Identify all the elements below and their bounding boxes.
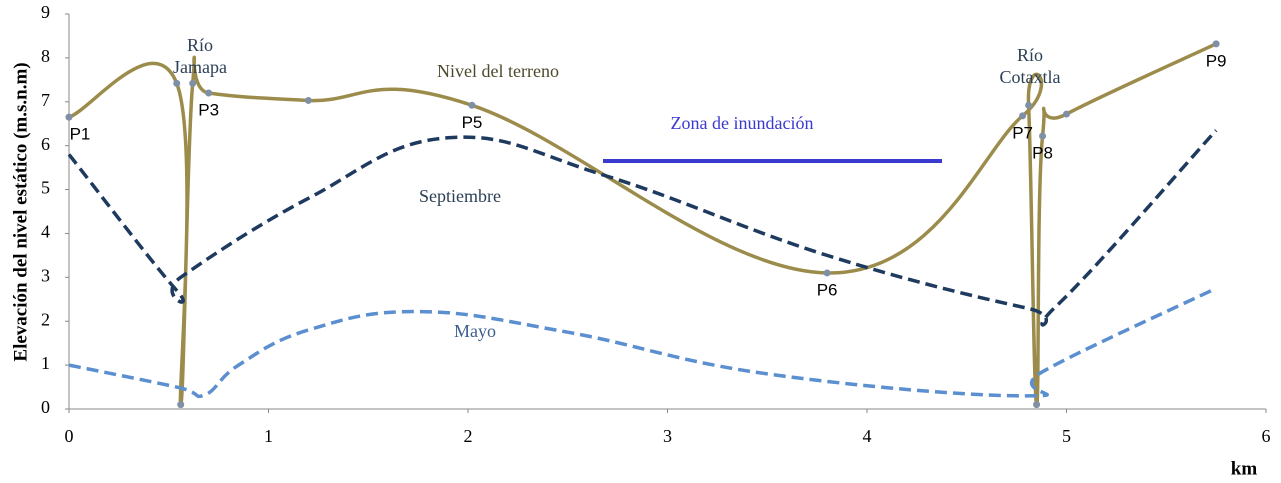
x-tick-label: 1 [264,426,273,446]
point-label: P6 [817,280,838,299]
point-label: P7 [1012,123,1033,142]
y-axis-label: Elevación del nivel estático (m.s.n.m) [10,62,31,361]
y-tick-label: 4 [41,222,50,242]
data-point [1033,401,1041,409]
data-point [304,96,312,104]
series-label: Septiembre [419,186,501,206]
series-line [67,129,1218,327]
x-tick-label: 0 [65,426,74,446]
y-tick-label: 5 [41,178,50,198]
series-label: Nivel del terreno [437,61,559,81]
data-point [1019,112,1027,120]
y-tick-label: 3 [41,265,50,285]
data-point [1025,101,1033,109]
point-label: P1 [70,125,91,144]
data-point [173,79,181,87]
annotation: Río Cotaxtla [1000,45,1061,87]
y-tick-label: 7 [41,90,50,110]
y-tick-label: 6 [41,134,50,154]
x-tick-label: 6 [1262,426,1271,446]
data-point [65,113,73,121]
y-tick-label: 1 [41,353,50,373]
point-label: P9 [1206,51,1227,70]
x-tick-label: 2 [464,426,473,446]
x-tick-label: 3 [663,426,672,446]
y-tick-label: 9 [41,2,50,22]
x-tick-label: 5 [1062,426,1071,446]
data-point [205,89,213,97]
data-point [1039,132,1047,140]
data-point [468,101,476,109]
point-label: P3 [198,100,219,119]
point-label: P5 [462,113,483,132]
x-tick-label: 4 [863,426,872,446]
y-tick-label: 0 [41,397,50,417]
series-line [68,286,1217,399]
data-point [1063,110,1070,118]
annotation: Zona de inundación [671,113,814,133]
y-tick-label: 2 [41,309,50,329]
x-axis-label: km [1231,458,1258,479]
data-point [177,401,185,409]
point-label: P8 [1032,143,1053,162]
data-point [189,79,197,87]
series-label: Mayo [454,321,496,341]
annotation: Río Jamapa [173,35,227,77]
data-point [1212,40,1220,48]
y-tick-label: 8 [41,46,50,66]
data-point [823,269,831,277]
